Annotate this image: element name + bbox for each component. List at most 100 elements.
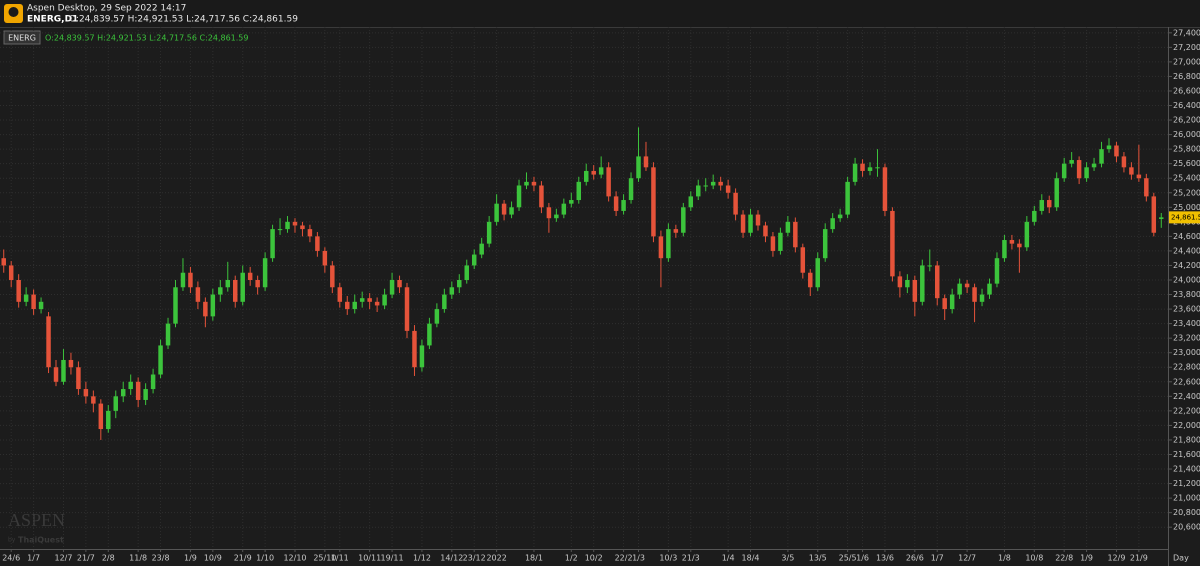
symbol: ENERG,D1 bbox=[27, 15, 78, 25]
x-tick-label: 18/1 bbox=[525, 554, 543, 563]
candle-body bbox=[830, 218, 835, 230]
y-tick-label: 25,000.00 bbox=[1173, 203, 1200, 212]
candle-body bbox=[681, 207, 686, 233]
axes: 20,600.00 20,800.00 21,000.00 21,200.00 21,4… bbox=[2, 28, 1200, 563]
candle-body bbox=[905, 280, 910, 288]
candle-body bbox=[949, 294, 955, 310]
candle-body bbox=[554, 214, 559, 219]
candle-body bbox=[404, 287, 410, 331]
candle-body bbox=[1076, 160, 1082, 179]
x-tick-label: 24/6 bbox=[2, 554, 20, 563]
candle-body bbox=[793, 221, 798, 248]
x-tick-label: 1/3 bbox=[632, 554, 645, 563]
candle-body bbox=[1129, 167, 1134, 175]
x-tick-label: 1/2 bbox=[565, 554, 578, 563]
candle-body bbox=[262, 258, 268, 288]
candle-body bbox=[479, 243, 484, 255]
candle-body bbox=[1099, 149, 1104, 164]
x-tick-label: 13/6 bbox=[876, 554, 894, 563]
x-tick-label: 2/8 bbox=[102, 554, 115, 563]
legend-symbol-box[interactable] bbox=[3, 30, 41, 45]
candle-body bbox=[158, 345, 163, 375]
candle-body bbox=[770, 236, 776, 251]
candle-body bbox=[240, 272, 245, 302]
candle-body bbox=[1039, 200, 1045, 211]
header-bar bbox=[0, 0, 1200, 27]
y-tick-label: 25,600.00 bbox=[1173, 159, 1200, 168]
candle-body bbox=[91, 396, 96, 404]
x-tick-label: 10/8 bbox=[1025, 554, 1043, 563]
y-tick-label: 22,000.00 bbox=[1173, 421, 1200, 430]
x-tick-label: 1/12 bbox=[413, 554, 431, 563]
candle-body bbox=[1091, 163, 1097, 168]
candle-body bbox=[628, 178, 634, 201]
legend-symbol: ENERG bbox=[8, 34, 36, 43]
candle-body bbox=[203, 301, 208, 317]
candle-body bbox=[1054, 178, 1059, 208]
x-tick-label: 1/6 bbox=[856, 554, 869, 563]
candle-body bbox=[785, 221, 791, 233]
y-tick-label: 23,000.00 bbox=[1173, 348, 1200, 357]
y-tick-label: 21,000.00 bbox=[1173, 494, 1200, 503]
candle-body bbox=[150, 374, 156, 390]
candle-body bbox=[1114, 145, 1119, 157]
candle-body bbox=[270, 229, 275, 259]
candle-body bbox=[225, 280, 231, 288]
candle-body bbox=[531, 181, 537, 186]
candle-body bbox=[53, 367, 59, 382]
x-tick-label: 1/11 bbox=[331, 554, 349, 563]
y-tick-label: 23,600.00 bbox=[1173, 305, 1200, 314]
candle-body bbox=[942, 298, 947, 310]
candle-body bbox=[808, 272, 813, 288]
x-tick-label: 1/8 bbox=[998, 554, 1011, 563]
candle-body bbox=[38, 301, 44, 310]
candle-body bbox=[651, 167, 656, 237]
x-tick-label: 3/5 bbox=[781, 554, 794, 563]
x-tick-label: 1/9 bbox=[1080, 554, 1093, 563]
candle-body bbox=[300, 225, 305, 230]
candle-body bbox=[591, 170, 596, 175]
y-tick-label: 26,400.00 bbox=[1173, 101, 1200, 110]
candle-body bbox=[994, 258, 1000, 284]
candle-body bbox=[457, 280, 462, 288]
candle-body bbox=[486, 221, 492, 244]
y-tick-label: 27,000.00 bbox=[1173, 57, 1200, 66]
candle-body bbox=[852, 163, 858, 182]
candle-body bbox=[120, 389, 126, 397]
candle-body bbox=[822, 229, 828, 259]
candle-body bbox=[68, 359, 74, 368]
candle-body bbox=[524, 181, 529, 186]
candle-body bbox=[352, 301, 357, 310]
x-tick-label: 21/9 bbox=[1130, 554, 1148, 563]
candle-body bbox=[621, 200, 626, 211]
candle-body bbox=[143, 389, 148, 400]
candle-body bbox=[382, 294, 387, 306]
candle-body bbox=[972, 287, 977, 302]
x-tick-label: 13/5 bbox=[809, 554, 827, 563]
candle-body bbox=[307, 229, 313, 237]
candle-body bbox=[315, 236, 320, 251]
grid bbox=[0, 27, 1168, 549]
candle-body bbox=[494, 203, 499, 222]
candle-body bbox=[501, 203, 507, 215]
candle-body bbox=[837, 214, 843, 219]
x-tick-label: 1/10 bbox=[256, 554, 274, 563]
candle-body bbox=[1002, 240, 1007, 259]
x-tick-label: 23/8 bbox=[152, 554, 170, 563]
candles bbox=[1, 127, 1164, 440]
candle-body bbox=[509, 207, 514, 215]
candle-body bbox=[658, 236, 664, 259]
x-tick-label: 25/10 bbox=[313, 554, 336, 563]
candle-body bbox=[412, 330, 417, 368]
ohlc-header: O:24,839.57 H:24,921.53 L:24,717.56 C:24… bbox=[69, 15, 298, 25]
candle-body bbox=[957, 283, 962, 295]
price-tag-box bbox=[1169, 211, 1200, 224]
candle-body bbox=[449, 287, 455, 295]
candle-body bbox=[964, 283, 970, 288]
candle-body bbox=[740, 214, 746, 233]
x-tick-label: 21/7 bbox=[77, 554, 95, 563]
y-tick-label: 22,200.00 bbox=[1173, 406, 1200, 415]
candle-body bbox=[46, 316, 51, 368]
x-tick-label: 1/7 bbox=[27, 554, 40, 563]
x-tick-label: 10/9 bbox=[204, 554, 222, 563]
